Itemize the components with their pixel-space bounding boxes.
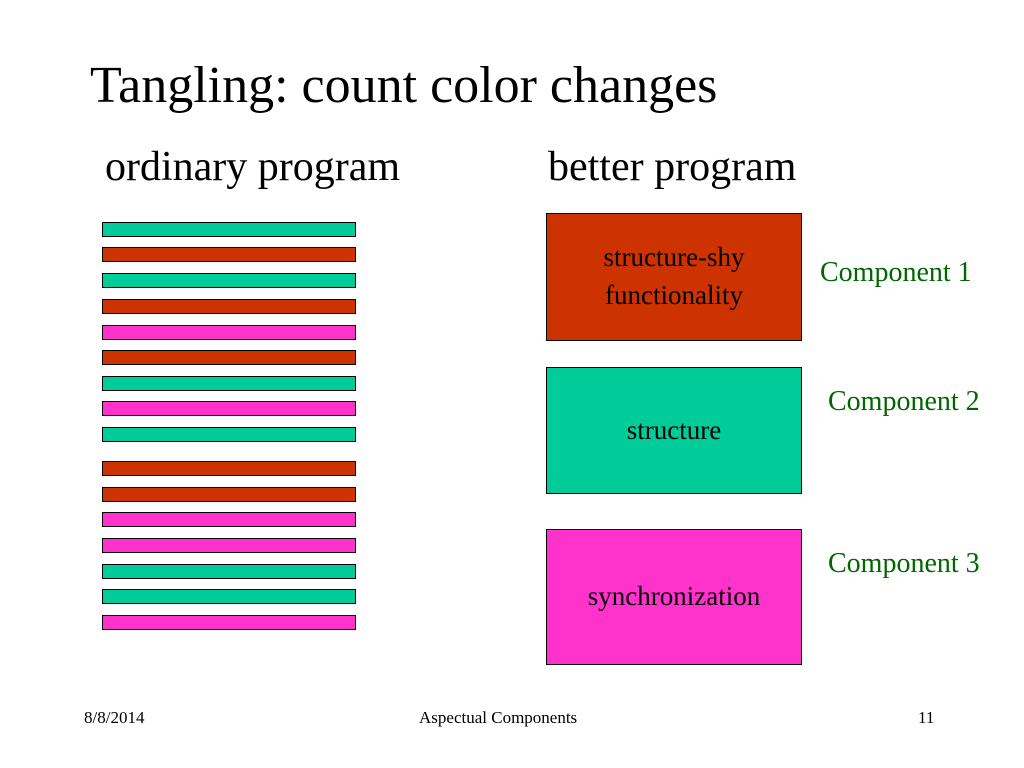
- stripe-structure: [102, 564, 356, 579]
- stripe-functionality: [102, 461, 356, 476]
- stripe-functionality: [102, 487, 356, 502]
- footer-date: 8/8/2014: [84, 708, 145, 727]
- footer-page-number: 11: [918, 708, 935, 727]
- component-3-box-text: synchronization: [587, 581, 761, 612]
- component-3-label: Component 3: [828, 548, 980, 579]
- component-1-box: structure-shy functionality: [546, 213, 802, 341]
- stripe-functionality: [102, 350, 356, 365]
- stripe-structure: [102, 376, 356, 391]
- stripe-structure: [102, 427, 356, 442]
- stripe-synchronization: [102, 401, 356, 416]
- stripe-structure: [102, 589, 356, 604]
- ordinary-program-stripes: [102, 222, 358, 632]
- component-2-box-text: structure: [626, 414, 722, 445]
- component-2-label: Component 2: [828, 386, 980, 417]
- stripe-structure: [102, 273, 356, 288]
- stripe-functionality: [102, 299, 356, 314]
- stripe-synchronization: [102, 538, 356, 553]
- stripe-functionality: [102, 247, 356, 262]
- component-1-box-text: structure-shy functionality: [603, 242, 745, 310]
- component-3-box: synchronization: [546, 529, 802, 665]
- stripe-synchronization: [102, 512, 356, 527]
- slide-title: Tangling: count color changes: [90, 57, 718, 114]
- ordinary-program-heading: ordinary program: [105, 144, 401, 190]
- stripe-synchronization: [102, 325, 356, 340]
- stripe-structure: [102, 222, 356, 237]
- better-program-heading: better program: [548, 144, 797, 190]
- component-1-label: Component 1: [820, 257, 972, 288]
- footer-title: Aspectual Components: [419, 708, 578, 727]
- component-2-box: structure: [546, 367, 802, 494]
- stripe-synchronization: [102, 615, 356, 630]
